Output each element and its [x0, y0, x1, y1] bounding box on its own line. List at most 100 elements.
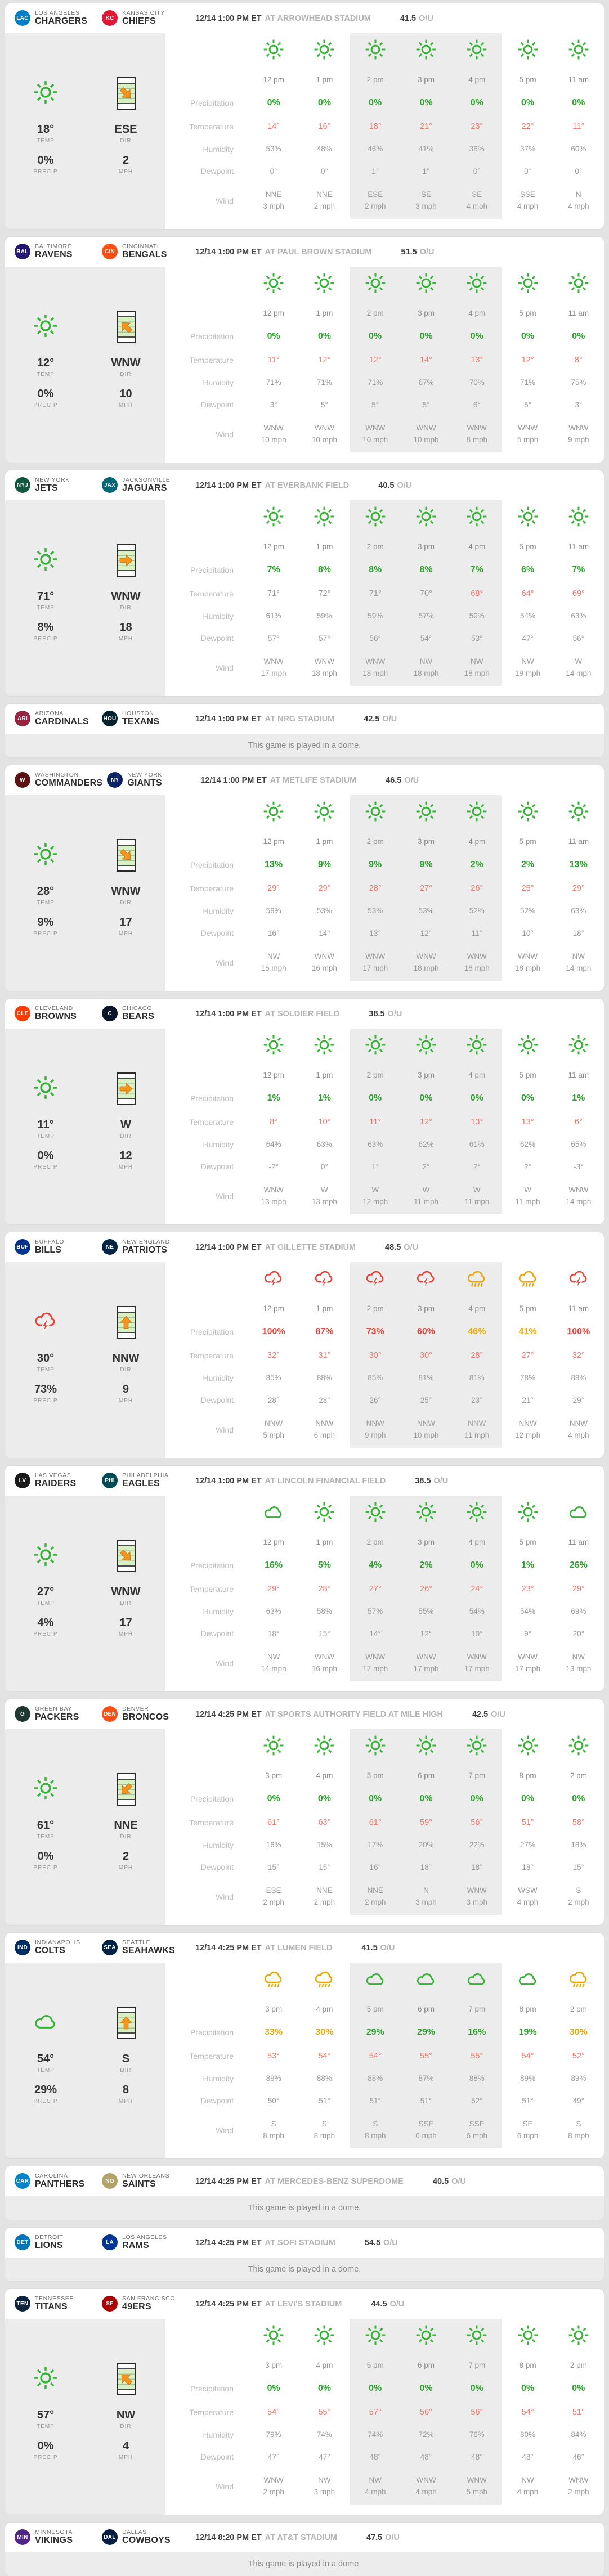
game-header[interactable]: LAC LOS ANGELES CHARGERS KC KANSAS CITY CHIEF…: [5, 3, 604, 33]
away-team[interactable]: NYJ NEW YORK JETS: [15, 477, 97, 493]
game-header[interactable]: MIN MINNESOTA VIKINGS DAL DALLAS COWBOYS 12/14…: [5, 2523, 604, 2552]
away-team[interactable]: LAC LOS ANGELES CHARGERS: [15, 10, 97, 26]
game-header[interactable]: CAR CAROLINA PANTHERS NO NEW ORLEANS SAINTS 12…: [5, 2166, 604, 2196]
dewpoint-value: 21°: [522, 1395, 534, 1404]
dewpoint-value: 2°: [524, 1162, 532, 1171]
hour-weather-icon-cell: [400, 1262, 452, 1297]
field-turf: [117, 550, 135, 571]
precipitation-cell: 29%: [350, 2021, 401, 2044]
wind-value: WNW 5 mph: [517, 423, 539, 446]
end-zone-bottom: [117, 571, 135, 576]
game-header[interactable]: CLE CLEVELAND BROWNS C CHICAGO BEARS 12/14 1:0…: [5, 999, 604, 1029]
dewpoint-cell: 46°: [553, 2445, 604, 2468]
away-team[interactable]: LV LAS VEGAS RAIDERS: [15, 1472, 97, 1489]
home-team[interactable]: NY NEW YORK GIANTS: [107, 771, 196, 788]
hour-weather-icon-cell: [350, 2319, 401, 2354]
current-precip-group: 9% PRECIP: [33, 916, 57, 937]
current-icons-row: [5, 77, 165, 110]
game-header[interactable]: ARI ARIZONA CARDINALS HOU HOUSTON TEXANS 12/14…: [5, 704, 604, 734]
away-team[interactable]: DET DETROIT LIONS: [15, 2234, 97, 2251]
hour-time-cell: 2 pm: [553, 2354, 604, 2377]
game-header[interactable]: DET DETROIT LIONS LA LOS ANGELES RAMS 12/14 4:…: [5, 2228, 604, 2258]
away-team[interactable]: ARI ARIZONA CARDINALS: [15, 710, 97, 727]
home-team[interactable]: NO NEW ORLEANS SAINTS: [102, 2173, 191, 2189]
home-team[interactable]: C CHICAGO BEARS: [102, 1005, 191, 1022]
current-temp: 30°: [37, 1352, 55, 1365]
home-team[interactable]: SF SAN FRANCISCO 49ERS: [102, 2295, 191, 2312]
humidity-value: 84%: [571, 2430, 586, 2439]
hour-weather-icon-cell: [350, 1029, 401, 1063]
away-team[interactable]: G GREEN BAY PACKERS: [15, 1706, 97, 1722]
home-team[interactable]: SEA SEATTLE SEAHAWKS: [102, 1939, 191, 1956]
wind-cell: NW 4 mph: [350, 2468, 401, 2505]
away-team[interactable]: CAR CAROLINA PANTHERS: [15, 2173, 97, 2189]
hour-time-cell: 4 pm: [451, 1531, 503, 1554]
hour-weather-icon-cell: [400, 1963, 452, 1998]
wind-speed-value: 4 mph: [568, 201, 589, 210]
humidity-value: 71%: [316, 378, 332, 387]
wind-arrow-icon: [121, 322, 132, 334]
wind-cell: WNW 18 mph: [350, 649, 401, 686]
away-team[interactable]: TEN TENNESSEE TITANS: [15, 2295, 97, 2312]
humidity-cell: 62%: [502, 1133, 553, 1155]
wind-speed-value: 17 mph: [413, 1664, 439, 1673]
home-team[interactable]: NE NEW ENGLAND PATRIOTS: [102, 1238, 191, 1255]
game-header[interactable]: NYJ NEW YORK JETS JAX JACKSONVILLE JAGUARS 12/…: [5, 470, 604, 500]
hour-time-cell: 3 pm: [400, 1531, 452, 1554]
temperature-cell: 23°: [451, 115, 503, 138]
home-team[interactable]: JAX JACKSONVILLE JAGUARS: [102, 477, 191, 493]
wind-cell: NNW 9 mph: [350, 1411, 401, 1448]
hour-weather-icon-cell: [299, 1963, 350, 1998]
game-header[interactable]: LV LAS VEGAS RAIDERS PHI PHILADELPHIA EAGLES 1…: [5, 1466, 604, 1496]
temp-row-label: Temperature: [189, 1584, 234, 1594]
dewpoint-value: 48°: [522, 2452, 534, 2461]
game-header[interactable]: W WASHINGTON COMMANDERS NY NEW YORK GIANTS 12/…: [5, 765, 604, 795]
away-team[interactable]: BUF BUFFALO BILLS: [15, 1238, 97, 1255]
away-team[interactable]: MIN MINNESOTA VIKINGS: [15, 2529, 97, 2546]
wind-value: WNW 17 mph: [261, 656, 286, 680]
dewpoint-row-label: Dewpoint: [200, 1863, 234, 1872]
humidity-cell: 67%: [400, 371, 452, 393]
dewpoint-row-label: Dewpoint: [200, 167, 234, 176]
home-team[interactable]: LA LOS ANGELES RAMS: [102, 2234, 191, 2251]
current-temp: 28°: [37, 885, 55, 897]
home-team[interactable]: CIN CINCINNATI BENGALS: [102, 243, 191, 260]
dewpoint-value: 47°: [267, 2452, 280, 2461]
home-team[interactable]: DAL DALLAS COWBOYS: [102, 2529, 191, 2546]
current-wind-dir-label: DIR: [120, 1133, 132, 1139]
sun-icon: [364, 2324, 387, 2349]
hour-time-cell: 12 pm: [248, 535, 299, 558]
home-team-city: DENVER: [122, 1706, 149, 1713]
current-wind-speed-group: 10 MPH: [119, 388, 133, 409]
current-wind-speed: 12: [119, 1150, 132, 1162]
game-header[interactable]: BUF BUFFALO BILLS NE NEW ENGLAND PATRIOTS 12/1…: [5, 1232, 604, 1262]
current-precip: 0%: [37, 2440, 54, 2452]
wind-direction-value: W: [524, 1185, 531, 1194]
game-header[interactable]: IND INDIANAPOLIS COLTS SEA SEATTLE SEAHAWKS 12…: [5, 1933, 604, 1963]
away-team[interactable]: W WASHINGTON COMMANDERS: [15, 771, 102, 788]
away-team[interactable]: CLE CLEVELAND BROWNS: [15, 1005, 97, 1022]
home-team[interactable]: KC KANSAS CITY CHIEFS: [102, 10, 191, 26]
away-team[interactable]: IND INDIANAPOLIS COLTS: [15, 1939, 97, 1956]
hour-weather-icon-cell: [553, 1262, 604, 1297]
away-team-name: CHARGERS: [35, 16, 88, 26]
wind-speed-value: 10 mph: [413, 1430, 439, 1439]
home-team[interactable]: DEN DENVER BRONCOS: [102, 1706, 191, 1722]
dewpoint-cell: 50°: [248, 2089, 299, 2112]
humidity-row-label: Humidity: [203, 378, 234, 387]
hour-time-cell: 5 pm: [502, 1063, 553, 1087]
game-header[interactable]: G GREEN BAY PACKERS DEN DENVER BRONCOS 12/14 4…: [5, 1699, 604, 1729]
home-team[interactable]: PHI PHILADELPHIA EAGLES: [102, 1472, 191, 1489]
wind-speed-value: 9 mph: [364, 1430, 386, 1439]
game-header[interactable]: BAL BALTIMORE RAVENS CIN CINCINNATI BENGALS 12…: [5, 237, 604, 267]
humidity-value: 62%: [520, 1140, 536, 1148]
temperature-cell: 14°: [400, 348, 452, 371]
home-team[interactable]: HOU HOUSTON TEXANS: [102, 710, 191, 727]
game-forecast-body: 30° TEMP NNW DIR 73% PRECIP 9 MPH 12 pm 1 pm 2 pm…: [5, 1262, 604, 1458]
dewpoint-cell: 3°: [248, 393, 299, 416]
game-header[interactable]: TEN TENNESSEE TITANS SF SAN FRANCISCO 49ERS 12…: [5, 2289, 604, 2319]
precipitation-cell: 0%: [502, 1787, 553, 1811]
hour-weather-icon-cell: [248, 500, 299, 535]
away-team[interactable]: BAL BALTIMORE RAVENS: [15, 243, 97, 260]
